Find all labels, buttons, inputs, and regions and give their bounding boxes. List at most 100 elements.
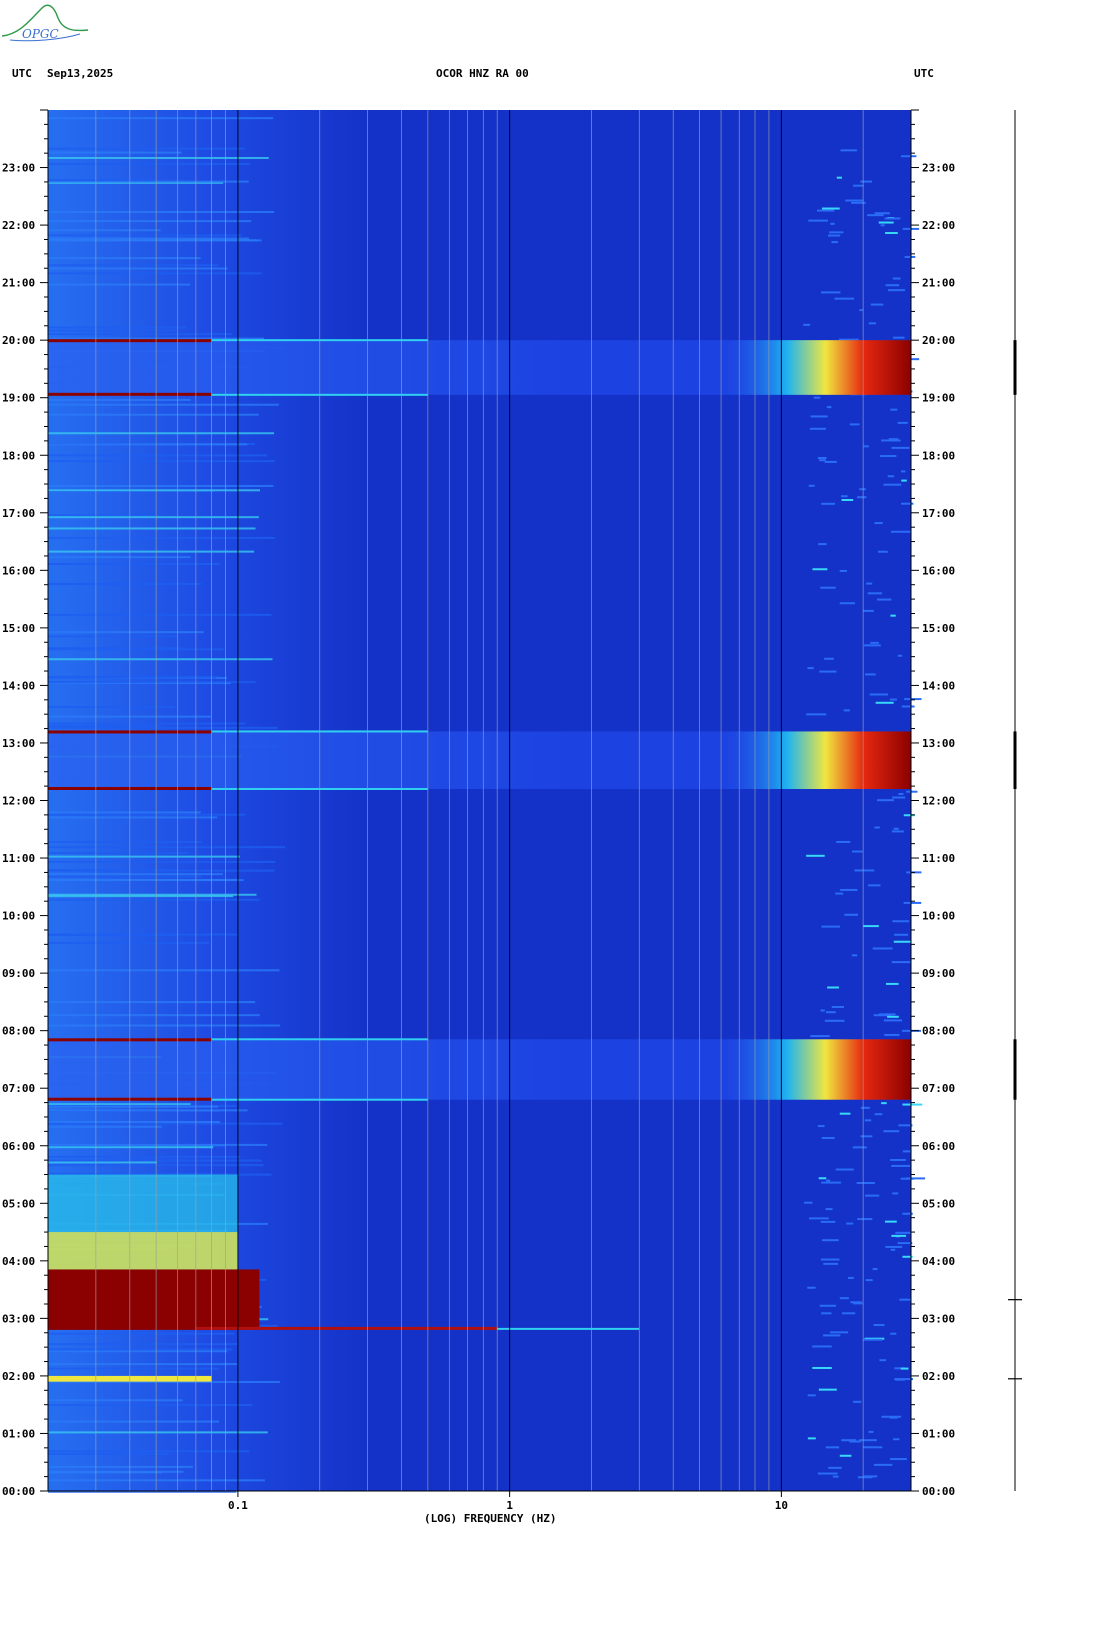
noise-streak (48, 1161, 158, 1164)
noise-streak (48, 443, 248, 446)
spectrogram-bands (48, 339, 911, 1382)
hf-speckle (836, 840, 851, 843)
noise-streak (48, 860, 276, 863)
hf-speckle (835, 1168, 854, 1171)
noise-streak (48, 257, 201, 260)
hf-speckle (851, 850, 863, 853)
y-tick-label-right: 03:00 (922, 1312, 955, 1325)
y-tick-label-left: 18:00 (2, 449, 35, 462)
hf-speckle (887, 1015, 899, 1018)
noise-streak (48, 398, 191, 401)
hf-speckle (898, 793, 904, 796)
hf-speckle (885, 1220, 897, 1223)
hf-speckle (821, 207, 840, 210)
noise-streak (48, 1024, 281, 1027)
hf-speckle (889, 698, 897, 701)
hf-speckle (868, 322, 876, 325)
hf-speckle (819, 459, 826, 462)
hf-speckle (900, 470, 906, 473)
hf-speckle (864, 644, 881, 647)
hf-speckle (905, 1177, 926, 1180)
hf-speckle (904, 358, 920, 361)
noise-streak (48, 1431, 268, 1434)
hf-speckle (807, 1286, 816, 1289)
hf-speckle (808, 219, 828, 222)
hf-speckle (859, 1439, 877, 1442)
hf-speckle (878, 550, 888, 553)
trace-burst (1013, 731, 1017, 789)
noise-streak (48, 283, 191, 286)
trace-burst (1013, 1039, 1017, 1100)
hf-speckle (881, 439, 901, 442)
noise-streak (48, 413, 259, 416)
hf-speckle (839, 1297, 849, 1300)
axes (40, 109, 919, 1497)
hf-speckle (883, 1130, 900, 1133)
header-date: Sep13,2025 (47, 67, 114, 80)
hf-speckle (820, 1258, 840, 1261)
hf-speckle (828, 234, 841, 237)
noise-streak (48, 648, 224, 651)
noise-streak (48, 1122, 283, 1125)
hf-speckle (818, 1388, 837, 1391)
y-tick-label-left: 06:00 (2, 1140, 35, 1153)
noise-streak (48, 1001, 256, 1004)
hf-speckle (891, 830, 904, 833)
hf-speckle (816, 209, 835, 212)
hf-speckle (867, 592, 883, 595)
hf-speckle (865, 1279, 873, 1282)
hf-speckle (888, 289, 905, 292)
hf-speckle (851, 201, 866, 204)
y-tick-label-left: 00:00 (2, 1485, 35, 1498)
noise-streak (48, 1363, 238, 1366)
hf-speckle (874, 1113, 883, 1116)
hf-speckle (809, 427, 826, 430)
noise-streak (48, 329, 177, 332)
hf-speckle (883, 1019, 903, 1022)
hf-speckle (893, 1438, 900, 1441)
noise-streak (48, 516, 259, 519)
hf-speckle (880, 455, 897, 458)
noise-streak (48, 1465, 193, 1468)
hf-speckle (863, 445, 869, 448)
hf-speckle (902, 1103, 923, 1106)
hf-speckle (869, 693, 888, 696)
quake-low-frequency (48, 1269, 260, 1330)
hf-speckle (894, 933, 909, 936)
hf-speckle (803, 323, 811, 326)
hf-speckle (902, 1212, 913, 1215)
hf-speckle (850, 1301, 862, 1304)
hf-speckle (817, 457, 827, 460)
hf-speckle (865, 673, 876, 676)
hf-speckle (881, 1415, 902, 1418)
y-tick-label-right: 20:00 (922, 334, 955, 347)
hf-speckle (868, 884, 881, 887)
hf-speckle (865, 1194, 880, 1197)
hf-speckle (839, 602, 855, 605)
hf-speckle (901, 502, 914, 505)
noise-streak (48, 117, 274, 120)
hf-speckle (901, 705, 915, 708)
quake-onset-line (497, 1327, 640, 1330)
hf-speckle (806, 713, 827, 716)
noise-streak (48, 875, 202, 878)
noise-streak (48, 562, 220, 565)
y-tick-label-left: 22:00 (2, 219, 35, 232)
hf-speckle (859, 309, 864, 312)
y-tick-label-left: 21:00 (2, 277, 35, 290)
hf-speckle (877, 799, 894, 802)
header-right-utc: UTC (914, 67, 934, 80)
noise-streak (48, 1155, 241, 1158)
hf-speckle (860, 1106, 870, 1109)
noise-streak (48, 613, 272, 616)
hf-speckle (817, 1472, 838, 1475)
y-tick-label-left: 17:00 (2, 507, 35, 520)
noise-streak (48, 582, 202, 585)
noise-streak (48, 237, 250, 240)
hf-speckle (900, 1367, 909, 1370)
hf-speckle (817, 1125, 825, 1128)
hf-speckle (849, 1440, 862, 1443)
hf-speckle (857, 496, 867, 499)
noise-streak (48, 1103, 191, 1106)
noise-streak (48, 1109, 248, 1112)
